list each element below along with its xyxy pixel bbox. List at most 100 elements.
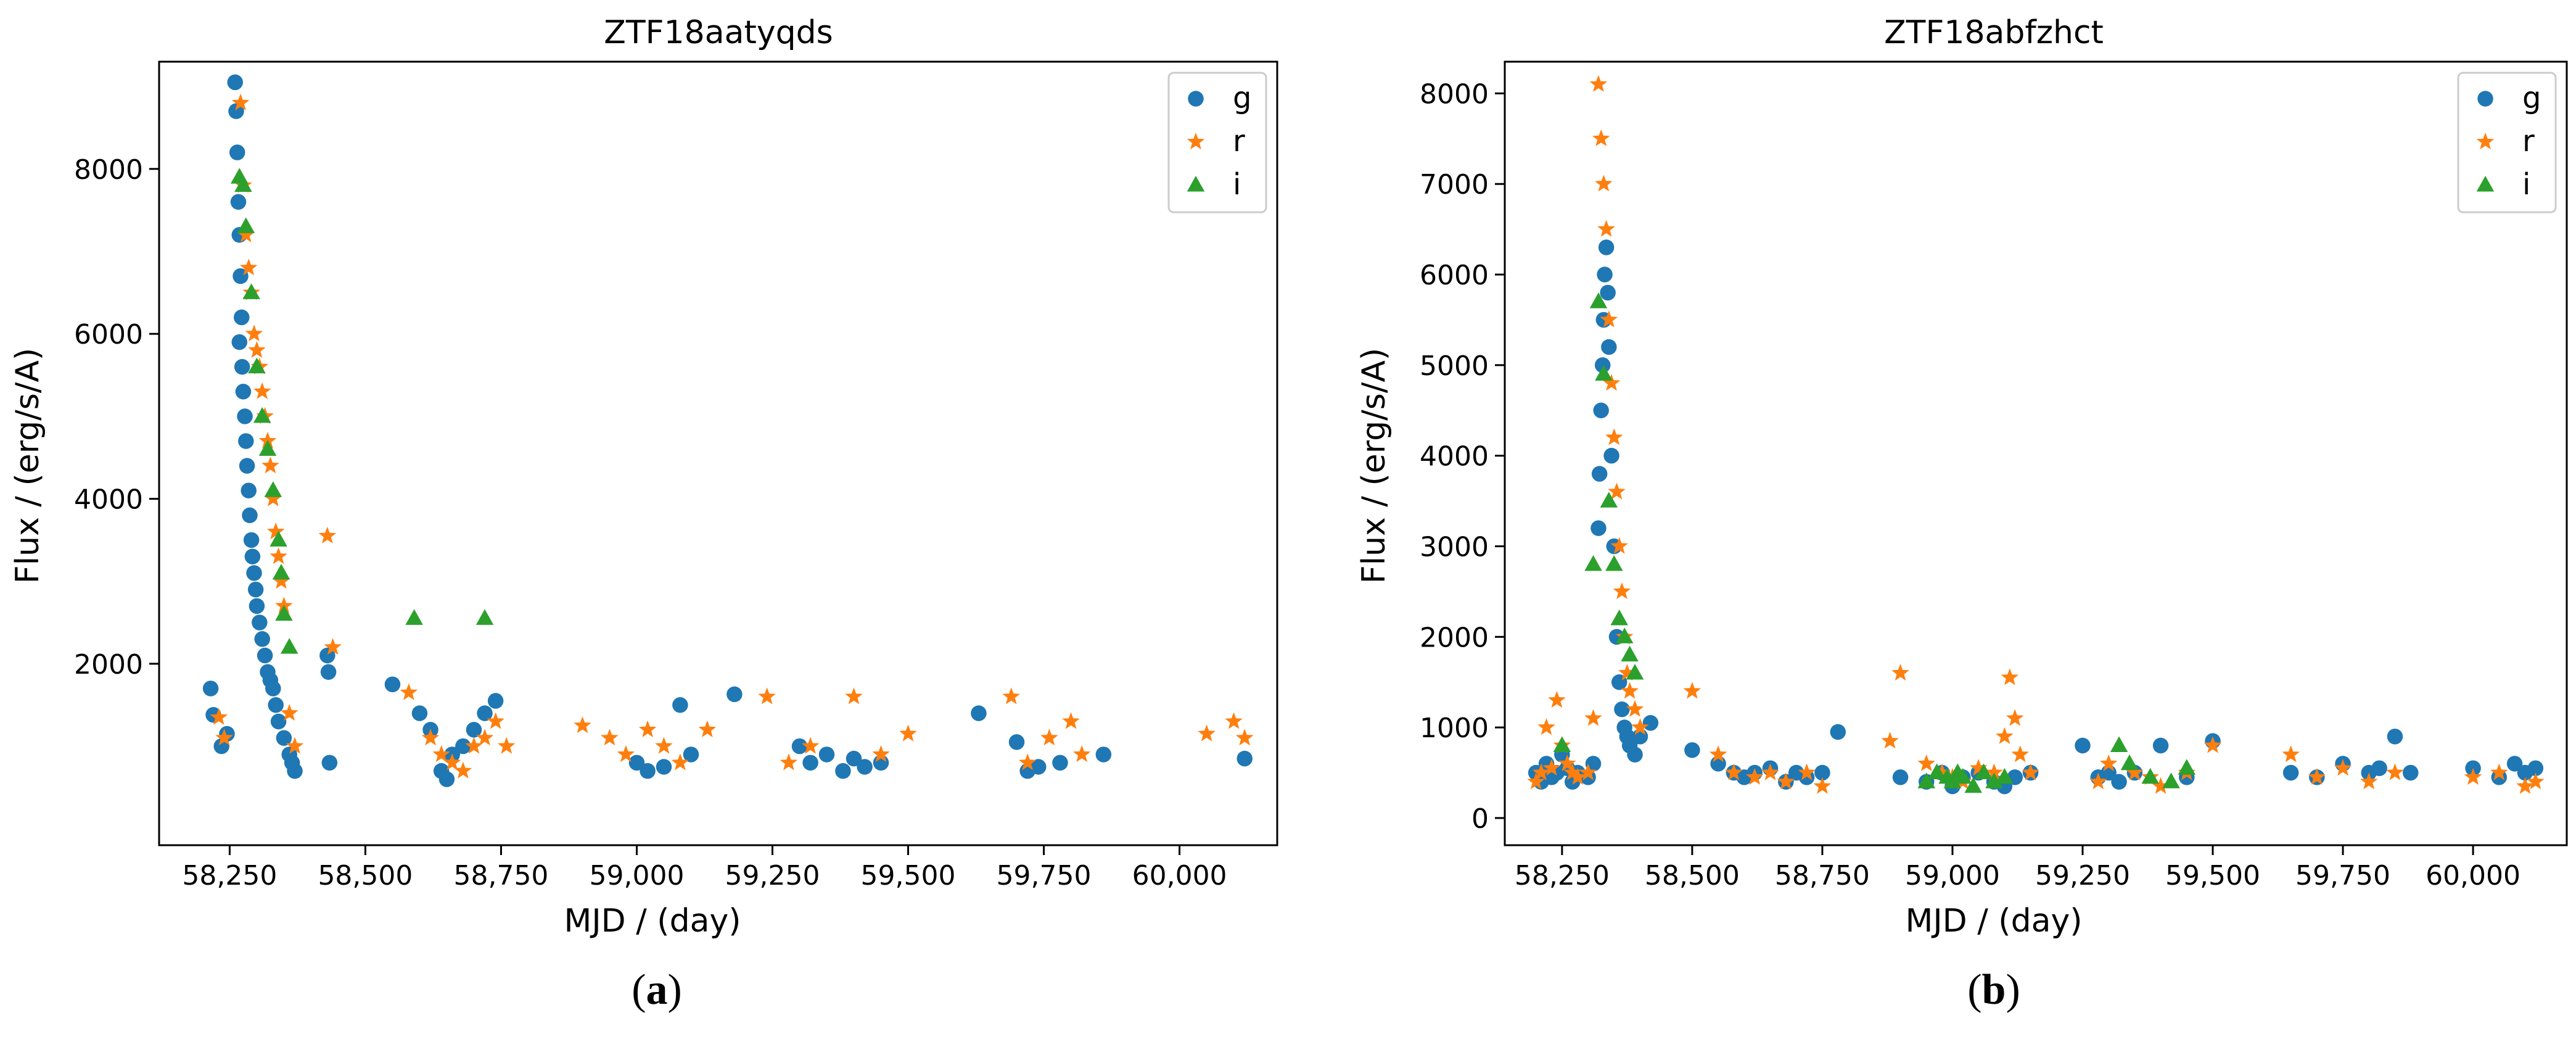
y-tick-label: 2000 (74, 649, 143, 680)
data-point-r (899, 724, 917, 742)
data-point-r (2282, 745, 2300, 763)
data-point-g (971, 705, 987, 721)
data-point-r (264, 489, 282, 507)
x-tick-label: 58,250 (182, 860, 277, 891)
data-point-g (1591, 466, 1608, 482)
data-point-r (272, 572, 290, 589)
data-point-g (2403, 764, 2419, 781)
data-point-r (601, 729, 619, 746)
data-point-r (324, 638, 342, 655)
data-point-g (320, 664, 337, 680)
data-point-r (671, 753, 689, 771)
data-point-r (1018, 753, 1037, 771)
data-point-i (1615, 627, 1634, 643)
data-point-r (1602, 374, 1621, 391)
data-point-r (801, 737, 820, 754)
data-point-i (275, 605, 293, 621)
data-point-r (1777, 772, 1795, 790)
data-point-i (1589, 292, 1608, 308)
data-point-i (270, 531, 287, 547)
data-point-g (1892, 769, 1909, 785)
data-point-g (241, 482, 257, 498)
data-point-g (270, 713, 287, 730)
x-tick-label: 59,500 (861, 860, 956, 891)
data-point-g (1601, 339, 1617, 355)
data-point-g (487, 693, 504, 709)
x-tick-label: 59,250 (725, 860, 820, 891)
data-point-r (1198, 724, 1216, 742)
data-point-r (574, 716, 591, 734)
y-tick-label: 6000 (1420, 260, 1489, 291)
data-point-r (1062, 712, 1080, 729)
data-point-r (237, 225, 255, 242)
y-axis-label: Flux / (erg/s/A) (9, 348, 46, 584)
data-point-i (1595, 365, 1613, 381)
data-point-g (2371, 760, 2387, 776)
x-axis-label: MJD / (day) (564, 903, 741, 940)
data-point-r (253, 382, 271, 399)
data-point-r (2386, 763, 2404, 780)
data-point-g (2111, 774, 2127, 790)
legend-label-i: i (2522, 167, 2530, 202)
data-point-r (1235, 729, 1254, 746)
data-point-g (234, 309, 250, 326)
x-tick-label: 59,750 (2295, 860, 2390, 891)
y-tick-label: 6000 (74, 319, 143, 350)
data-point-i (1626, 664, 1644, 680)
y-axis-label: Flux / (erg/s/A) (1356, 348, 1393, 584)
data-point-r (2464, 767, 2482, 785)
data-point-r (2516, 777, 2534, 794)
data-point-g (252, 614, 268, 631)
y-tick-label: 8000 (74, 154, 143, 186)
y-tick-label: 5000 (1420, 350, 1489, 382)
data-point-g (846, 750, 862, 767)
data-point-i (237, 217, 255, 233)
legend-marker-r (2476, 133, 2495, 150)
data-point-r (698, 720, 717, 737)
data-point-i (258, 440, 277, 456)
data-point-r (1563, 763, 1581, 780)
data-point-r (2011, 745, 2029, 763)
x-tick-label: 60,000 (2426, 860, 2520, 891)
data-point-g (2527, 760, 2544, 776)
data-point-g (640, 763, 656, 779)
data-point-r (267, 523, 285, 540)
legend-label-r: r (2522, 124, 2535, 159)
data-point-g (230, 194, 247, 210)
data-point-g (1627, 746, 1643, 763)
data-point-r (2006, 709, 2024, 726)
data-point-r (780, 753, 798, 771)
data-point-g (835, 763, 851, 779)
data-point-i (1584, 555, 1602, 571)
data-point-r (261, 457, 279, 474)
data-point-i (253, 407, 271, 423)
data-point-r (270, 547, 287, 564)
data-point-r (2360, 772, 2378, 790)
data-point-r (2089, 772, 2107, 790)
data-point-g (265, 680, 281, 697)
data-point-r (1725, 763, 1743, 780)
data-point-i (1943, 772, 1962, 788)
data-point-g (384, 676, 401, 693)
data-point-g (672, 697, 688, 713)
data-point-r (1548, 691, 1566, 708)
data-point-g (242, 507, 258, 524)
data-point-g (455, 738, 471, 755)
data-point-r (454, 761, 472, 779)
data-point-g (411, 705, 428, 721)
data-point-g (1590, 520, 1607, 536)
data-point-g (726, 686, 743, 703)
data-point-g (276, 730, 292, 746)
data-point-r (2490, 763, 2508, 780)
data-point-r (1608, 482, 1626, 500)
data-point-g (2387, 729, 2403, 745)
data-point-g (257, 647, 273, 664)
data-point-r (872, 745, 890, 763)
data-point-r (1618, 664, 1636, 681)
x-axis-label: MJD / (day) (1905, 903, 2082, 940)
data-point-r (2204, 736, 2222, 753)
data-point-r (286, 737, 304, 754)
data-point-r (1610, 537, 1628, 554)
data-point-r (655, 737, 673, 754)
data-point-r (231, 93, 250, 110)
